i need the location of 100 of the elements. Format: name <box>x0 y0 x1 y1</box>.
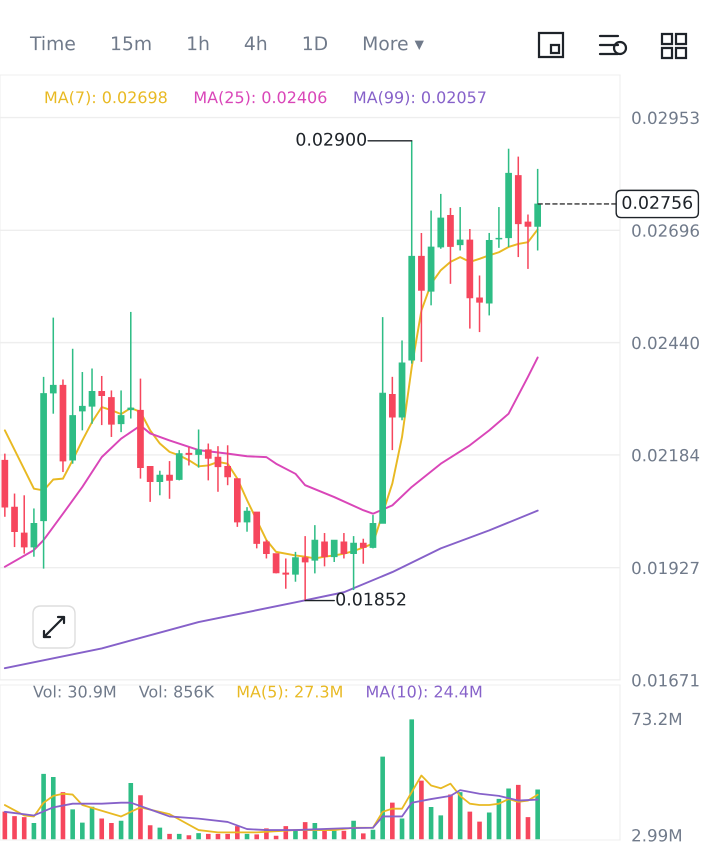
bar <box>68 808 76 840</box>
candlestick <box>20 494 28 554</box>
bar <box>30 822 38 840</box>
y-tick-label: 0.01671 <box>632 674 698 687</box>
candlestick <box>224 444 232 486</box>
text: 1h <box>188 36 208 50</box>
candlestick <box>195 428 202 468</box>
line-series <box>4 510 539 670</box>
candlestick <box>388 376 396 451</box>
bar <box>108 822 116 840</box>
text: 1D <box>304 36 328 50</box>
candlestick <box>311 524 318 574</box>
y-tick-label: 2.99M <box>632 829 681 842</box>
bar <box>194 832 202 840</box>
bar <box>524 816 532 840</box>
bar <box>456 790 464 840</box>
bar <box>1 810 9 840</box>
bar <box>534 788 542 840</box>
bar <box>427 806 435 840</box>
bar <box>117 819 125 840</box>
text: Time <box>30 36 75 50</box>
candlestick <box>524 214 532 270</box>
bar <box>204 832 212 840</box>
bar <box>253 833 260 840</box>
text: 4h <box>244 36 266 50</box>
bar <box>78 821 86 840</box>
candlestick <box>360 538 367 565</box>
candlestick <box>496 206 502 249</box>
ref-line-label: 0.02756 <box>622 196 692 210</box>
bar <box>437 814 444 840</box>
bar <box>20 816 28 840</box>
bar <box>156 826 164 840</box>
text: MA(5): 27.3M <box>238 685 342 700</box>
bar <box>504 787 512 840</box>
candlestick <box>166 460 173 500</box>
text: MA(25): 0.02406 <box>194 90 326 106</box>
bar <box>340 829 348 840</box>
candlestick <box>146 466 154 503</box>
bar <box>166 832 174 840</box>
bar <box>486 811 493 840</box>
bar <box>378 755 386 840</box>
candlestick <box>534 168 542 252</box>
bar <box>350 819 358 840</box>
bar <box>398 817 406 840</box>
bar <box>272 834 280 840</box>
candlestick <box>214 445 222 493</box>
bar <box>476 820 484 840</box>
line-series <box>4 789 539 831</box>
bar <box>98 817 106 840</box>
annotation: Vol: 856K <box>138 685 214 698</box>
candlestick <box>30 508 38 558</box>
bar <box>408 718 416 840</box>
text: MA(7): 0.02698 <box>46 90 167 106</box>
bar <box>360 832 367 840</box>
candlestick <box>244 506 250 532</box>
y-tick-label: 0.01927 <box>632 562 699 574</box>
candlestick <box>456 206 464 252</box>
candlestick <box>204 442 212 482</box>
annotation: 0.02900 <box>296 132 366 146</box>
candlestick <box>321 532 328 568</box>
candlestick <box>302 535 309 602</box>
line-series <box>4 356 539 568</box>
bar <box>495 798 503 840</box>
candlestick <box>476 274 483 333</box>
y-tick-label: 73.2M <box>632 712 681 726</box>
candlestick <box>350 535 357 591</box>
bar <box>466 810 474 840</box>
text: 15m <box>112 36 151 50</box>
candlestick <box>88 368 96 425</box>
y-tick-label: 0.02440 <box>632 336 699 350</box>
bar <box>176 832 183 840</box>
line-series <box>4 774 539 834</box>
annotation: 0.01852 <box>336 592 406 606</box>
candlestick <box>263 539 270 560</box>
bar <box>40 772 48 840</box>
candlestick <box>186 446 192 466</box>
y-tick-label: 0.02696 <box>632 224 699 237</box>
candlestick <box>50 316 57 414</box>
bar <box>514 783 522 840</box>
annotation: Vol: 30.9M <box>33 685 116 698</box>
candlestick <box>272 552 280 574</box>
bar <box>418 779 426 840</box>
candlestick <box>156 470 164 496</box>
candlestick <box>340 532 348 560</box>
candlestick <box>98 375 106 426</box>
bar <box>185 834 193 840</box>
candlestick <box>292 551 299 582</box>
candlestick <box>330 539 338 563</box>
bar <box>127 782 134 840</box>
text: More ▾ <box>364 36 424 50</box>
bar <box>50 776 57 840</box>
y-tick-label: 0.02953 <box>632 112 699 124</box>
bar <box>146 824 154 840</box>
candlestick <box>282 558 290 590</box>
y-tick-label: 0.02184 <box>632 448 700 462</box>
candlestick <box>118 390 124 433</box>
candlestick <box>127 311 134 420</box>
text: MA(10): 24.4M <box>367 685 482 700</box>
bar <box>10 814 18 840</box>
candlestick <box>78 371 86 432</box>
